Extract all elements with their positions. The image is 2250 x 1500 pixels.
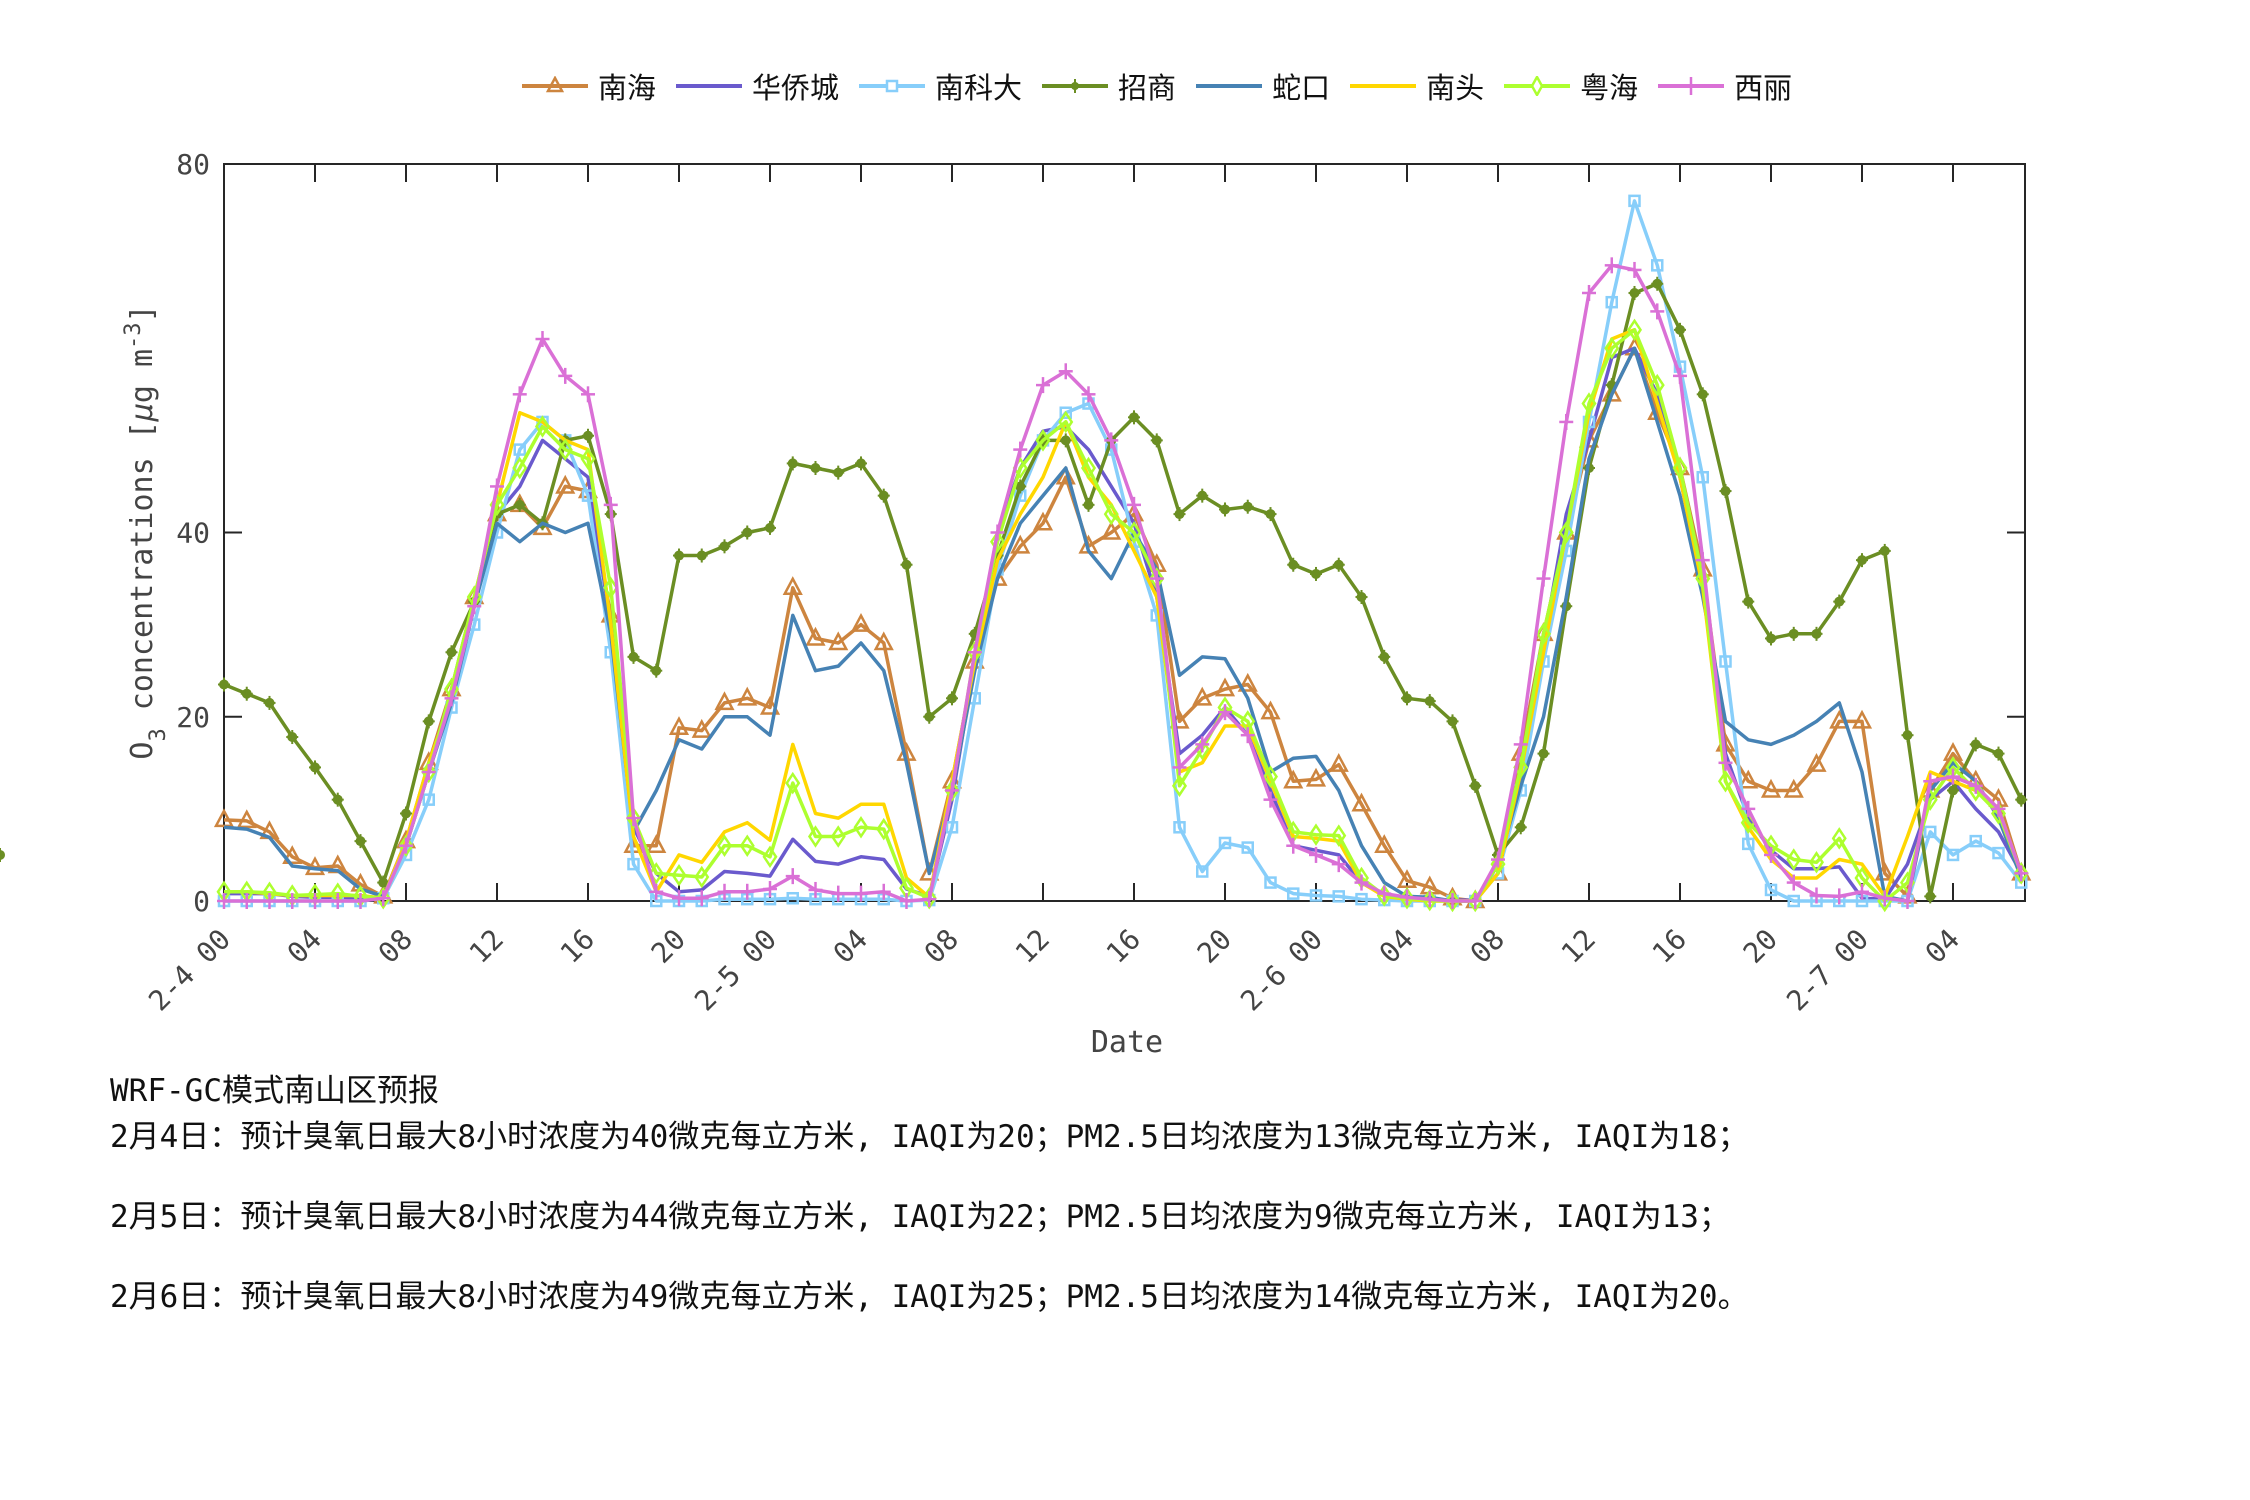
legend-item-zhaoshang[interactable]: 招商 (1040, 65, 1176, 107)
forecast-day-3: 2月6日：预计臭氧日最大8小时浓度为49微克每立方米, IAQI为25；PM2.… (110, 1279, 1749, 1315)
svg-text:40: 40 (176, 517, 210, 550)
svg-text:16: 16 (1646, 923, 1693, 970)
svg-text:20: 20 (1191, 923, 1238, 970)
legend-item-huaqiaocheng[interactable]: 华侨城 (674, 65, 839, 107)
svg-text:16: 16 (554, 923, 601, 970)
notes-title: WRF-GC模式南山区预报 (110, 1073, 439, 1109)
svg-text:08: 08 (918, 923, 965, 970)
svg-text:2-4 00: 2-4 00 (142, 923, 237, 1018)
forecast-day-1: 2月4日：预计臭氧日最大8小时浓度为40微克每立方米, IAQI为20；PM2.… (110, 1119, 1749, 1155)
svg-text:0: 0 (193, 885, 210, 918)
triangle-marker-icon (522, 76, 588, 93)
svg-text:80: 80 (176, 148, 210, 181)
legend-item-nanhai[interactable]: 南海 (520, 65, 656, 107)
legend-label: 南头 (1426, 71, 1485, 105)
legend-label: 粤海 (1580, 71, 1639, 105)
legend-item-nankeda[interactable]: 南科大 (857, 65, 1022, 107)
forecast-day-2: 2月5日：预计臭氧日最大8小时浓度为44微克每立方米, IAQI为22；PM2.… (110, 1199, 1730, 1235)
y-axis-label: O3 concentrations [μg m-3] (121, 304, 171, 759)
line-icon (1196, 84, 1263, 88)
forecast-notes: WRF-GC模式南山区预报 2月4日：预计臭氧日最大8小时浓度为40微克每立方米… (110, 1068, 1749, 1320)
svg-text:08: 08 (1464, 923, 1511, 970)
svg-text:12: 12 (463, 923, 510, 970)
series-lines (0, 194, 2032, 913)
svg-text:20: 20 (645, 923, 692, 970)
chart-legend: 南海 华侨城 南科大 招商 蛇口 南头 粤海 西丽 (520, 66, 1810, 106)
svg-text:12: 12 (1009, 923, 1056, 970)
legend-item-shekou[interactable]: 蛇口 (1194, 65, 1330, 107)
legend-label: 华侨城 (752, 71, 840, 105)
line-icon (676, 84, 743, 88)
svg-text:04: 04 (1919, 923, 1966, 970)
legend-label: 南科大 (935, 71, 1023, 105)
svg-text:2-6 00: 2-6 00 (1234, 923, 1329, 1018)
x-axis-label: Date (1091, 1025, 1163, 1060)
asterisk-marker-icon (1042, 79, 1109, 93)
svg-text:04: 04 (827, 923, 874, 970)
legend-label: 蛇口 (1272, 71, 1331, 105)
svg-text:12: 12 (1555, 923, 1602, 970)
legend-item-nantou[interactable]: 南头 (1348, 65, 1484, 107)
legend-label: 西丽 (1734, 71, 1793, 105)
legend-item-yuehai[interactable]: 粤海 (1502, 65, 1638, 107)
svg-text:2-7 00: 2-7 00 (1780, 923, 1875, 1018)
series-line (217, 257, 2029, 909)
series-line (223, 346, 2023, 903)
series-line (0, 276, 2028, 904)
legend-label: 招商 (1118, 71, 1177, 105)
svg-text:20: 20 (176, 701, 210, 734)
line-icon (1350, 84, 1417, 88)
diamond-marker-icon (1504, 76, 1571, 96)
svg-text:04: 04 (1373, 923, 1420, 970)
square-marker-icon (859, 79, 926, 93)
svg-text:20: 20 (1737, 923, 1784, 970)
legend-item-xili[interactable]: 西丽 (1656, 65, 1792, 107)
svg-text:04: 04 (281, 923, 328, 970)
legend-label: 南海 (598, 71, 657, 105)
svg-text:08: 08 (372, 923, 419, 970)
svg-text:16: 16 (1100, 923, 1147, 970)
svg-text:2-5 00: 2-5 00 (688, 923, 783, 1018)
plus-marker-icon (1658, 77, 1725, 95)
